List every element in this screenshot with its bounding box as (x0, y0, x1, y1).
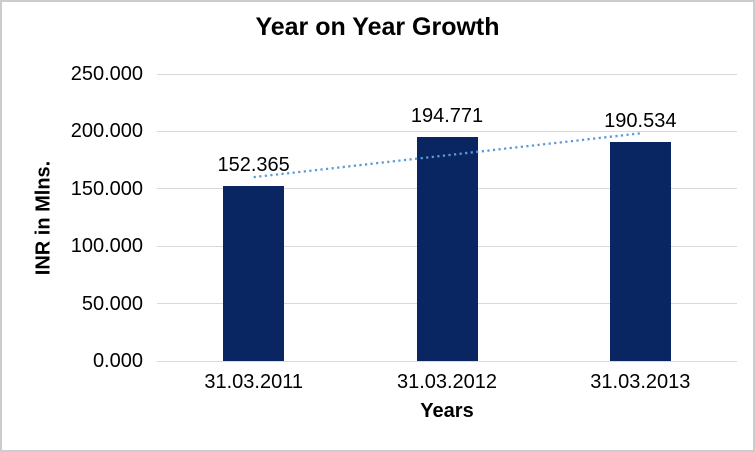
x-category-label: 31.03.2011 (204, 371, 303, 393)
plot-area: 152.365 194.771 190.534 (157, 73, 737, 362)
bar (416, 137, 478, 361)
y-tick-label: 250.000 (70, 63, 143, 85)
y-tick-label: 100.000 (70, 235, 143, 258)
trendline-dotted-line (253, 132, 641, 179)
x-category-label: 31.03.2012 (396, 371, 498, 393)
chart-title: Year on Year Growth (255, 13, 500, 41)
y-tick-label: 200.000 (70, 120, 143, 143)
trendline (253, 132, 641, 179)
gridline (157, 360, 737, 362)
x-axis-title: Years (420, 400, 474, 422)
y-axis-ticks: 250.000 200.000 150.000 100.000 50.000 0.000 (2, 2, 143, 450)
bar (609, 142, 671, 361)
y-tick-label: 50.000 (81, 292, 143, 315)
gridline (157, 73, 737, 75)
bar (223, 186, 285, 361)
bar-value-label: 190.534 (604, 110, 677, 133)
x-axis-category-labels: 31.03.2011 31.03.2012 31.03.2013 (157, 370, 737, 396)
y-tick-label: 0.000 (92, 350, 143, 372)
y-tick-label: 150.000 (70, 177, 143, 200)
bar-value-label: 194.771 (410, 105, 484, 128)
x-category-label: 31.03.2013 (590, 371, 691, 393)
gridline (157, 130, 737, 132)
bar-value-label: 152.365 (217, 154, 290, 177)
